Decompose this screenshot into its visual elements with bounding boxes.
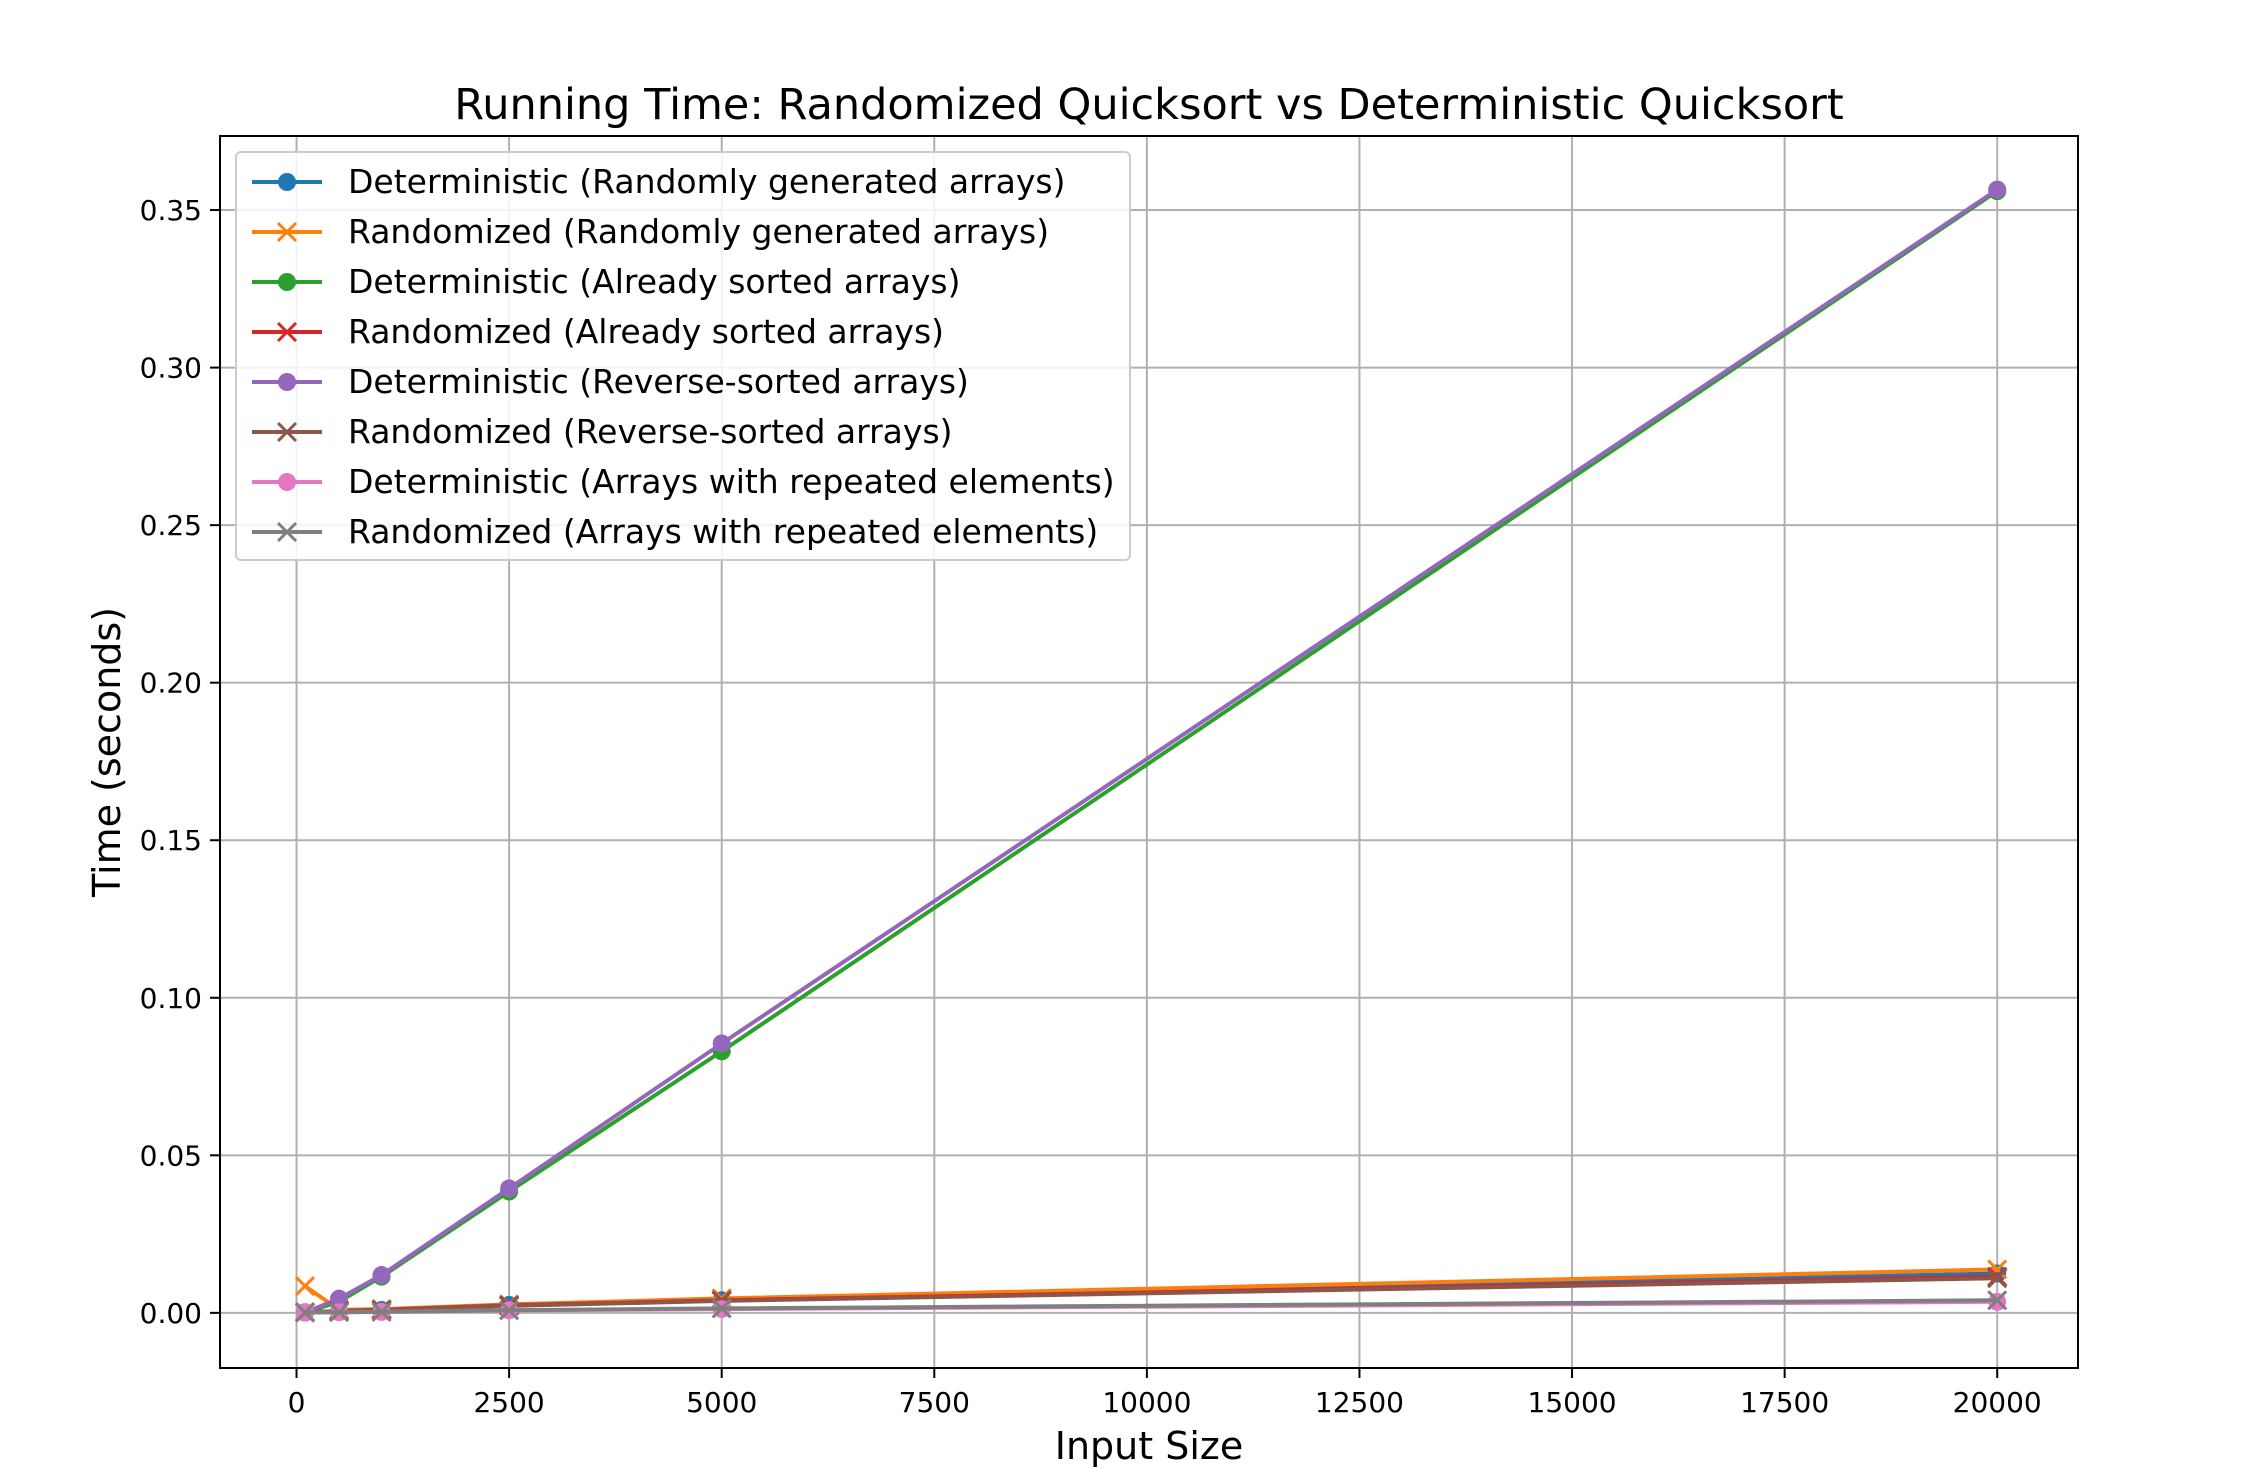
- plot-frame: [219, 135, 2079, 1369]
- x-tick-label: 0: [288, 1386, 306, 1419]
- y-tick-label: 0.05: [140, 1139, 202, 1172]
- legend-entry: Randomized (Arrays with repeated element…: [252, 512, 1098, 551]
- legend-entry: Randomized (Randomly generated arrays): [252, 212, 1049, 251]
- data-point: [328, 1302, 350, 1323]
- data-point: [276, 221, 298, 243]
- x-tick-label: 7500: [899, 1386, 970, 1419]
- legend: Deterministic (Randomly generated arrays…: [235, 151, 1131, 561]
- legend-entry: Deterministic (Arrays with repeated elem…: [252, 462, 1115, 501]
- data-point: [294, 1302, 316, 1323]
- legend-label: Randomized (Arrays with repeated element…: [348, 512, 1098, 551]
- data-point: [276, 421, 298, 443]
- data-point: [371, 1301, 392, 1322]
- y-tick-label: 0.25: [140, 509, 202, 542]
- data-point: [499, 1300, 520, 1321]
- data-point: [711, 1298, 732, 1319]
- legend-label: Randomized (Randomly generated arrays): [348, 212, 1049, 251]
- legend-entry: Randomized (Already sorted arrays): [252, 312, 944, 351]
- y-tick-label: 0.20: [140, 667, 202, 700]
- y-tick-label: 0.10: [140, 982, 202, 1015]
- data-point: [276, 321, 298, 343]
- data-point: [500, 1179, 519, 1198]
- x-axis-label: Input Size: [1055, 1424, 1243, 1468]
- legend-box: [235, 151, 1131, 561]
- data-point: [1987, 1290, 2008, 1311]
- data-point: [278, 473, 296, 491]
- x-tick-label: 2500: [473, 1386, 544, 1419]
- series-line: [304, 1298, 1998, 1315]
- data-point: [712, 1034, 731, 1053]
- data-point: [278, 273, 296, 291]
- x-tick-label: 5000: [686, 1386, 757, 1419]
- y-axis-label: Time (seconds): [85, 607, 129, 898]
- x-tick-label: 12500: [1315, 1386, 1404, 1419]
- series-lines: [294, 180, 2008, 1323]
- legend-entry: Deterministic (Reverse-sorted arrays): [252, 362, 969, 401]
- legend-label: Deterministic (Reverse-sorted arrays): [348, 362, 969, 401]
- x-tick-label: 20000: [1953, 1386, 2042, 1419]
- y-tick-label: 0.00: [140, 1297, 202, 1330]
- data-point: [372, 1266, 391, 1285]
- legend-label: Deterministic (Already sorted arrays): [348, 262, 960, 301]
- legend-label: Deterministic (Arrays with repeated elem…: [348, 462, 1115, 501]
- legend-entry: Randomized (Reverse-sorted arrays): [252, 412, 953, 451]
- legend-label: Randomized (Reverse-sorted arrays): [348, 412, 953, 451]
- data-point: [1987, 1268, 2008, 1289]
- data-point: [1988, 180, 2007, 199]
- chart-title: Running Time: Randomized Quicksort vs De…: [454, 80, 1843, 130]
- x-tick-label: 15000: [1528, 1386, 1617, 1419]
- y-tick-label: 0.15: [140, 824, 202, 857]
- x-tick-label: 17500: [1740, 1386, 1829, 1419]
- y-tick-label: 0.30: [140, 352, 202, 385]
- data-point: [276, 521, 298, 543]
- y-tick-label: 0.35: [140, 194, 202, 227]
- series-8: [294, 1290, 2008, 1323]
- data-point: [278, 173, 296, 191]
- legend-entry: Deterministic (Already sorted arrays): [252, 262, 960, 301]
- legend-entry: Deterministic (Randomly generated arrays…: [252, 162, 1066, 201]
- x-tick-label: 10000: [1102, 1386, 1191, 1419]
- legend-label: Randomized (Already sorted arrays): [348, 312, 944, 351]
- data-point: [330, 1289, 349, 1308]
- data-point: [294, 1276, 316, 1297]
- axis-ticks: 0 2500 5000 7500 10000 12500 15000 17500 20000 0.…: [140, 194, 2042, 1419]
- legend-label: Deterministic (Randomly generated arrays…: [348, 162, 1066, 201]
- data-point: [278, 373, 296, 391]
